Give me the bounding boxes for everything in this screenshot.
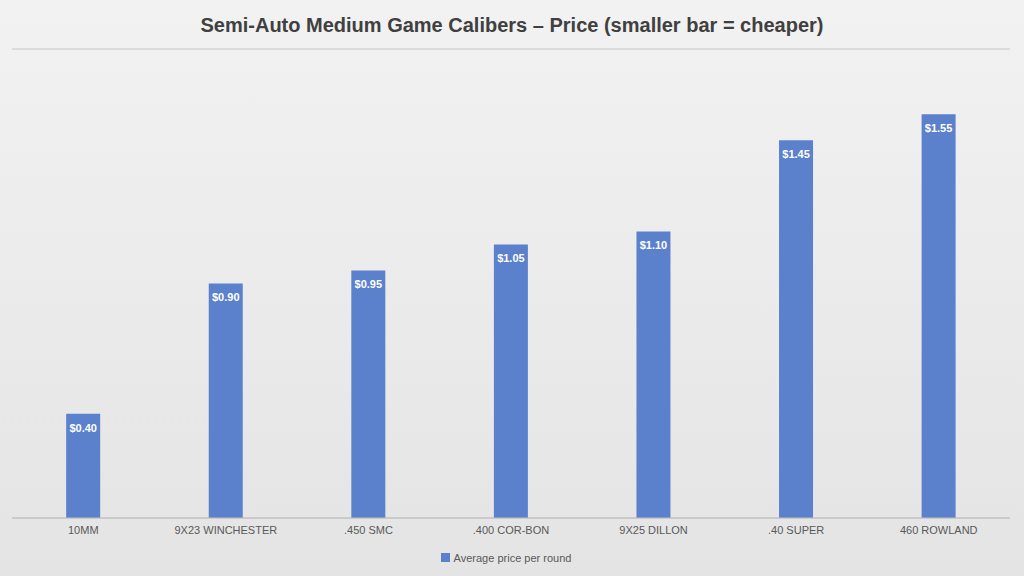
- svg-text:$0.95: $0.95: [355, 278, 383, 290]
- svg-text:$1.05: $1.05: [497, 252, 525, 264]
- svg-text:9X25 DILLON: 9X25 DILLON: [619, 524, 688, 536]
- svg-text:$1.45: $1.45: [782, 148, 810, 160]
- svg-text:.40 SUPER: .40 SUPER: [768, 524, 824, 536]
- svg-text:460 ROWLAND: 460 ROWLAND: [900, 524, 978, 536]
- html-text:Average price per round: Average price per round: [453, 552, 572, 564]
- html-text:Semi-Auto Medium Game Calibers: Semi-Auto Medium Game Calibers – Price (…: [200, 14, 824, 36]
- svg-text:$1.10: $1.10: [640, 239, 668, 251]
- svg-text:.450 SMC: .450 SMC: [344, 524, 393, 536]
- svg-text:$0.40: $0.40: [69, 422, 97, 434]
- svg-text:$1.55: $1.55: [925, 122, 953, 134]
- svg-text:$0.90: $0.90: [212, 291, 240, 303]
- svg-text:10MM: 10MM: [68, 524, 99, 536]
- svg-text:.400 COR-BON: .400 COR-BON: [473, 524, 549, 536]
- svg-text:9X23 WINCHESTER: 9X23 WINCHESTER: [175, 524, 278, 536]
